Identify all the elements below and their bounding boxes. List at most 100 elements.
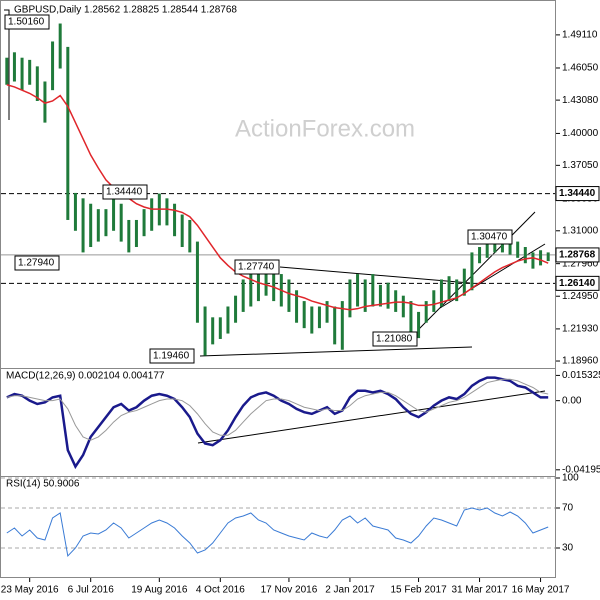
y-tick-label: 70	[562, 503, 574, 514]
price-bar	[58, 23, 62, 69]
arrow	[4, 9, 10, 120]
price-bar	[340, 301, 344, 350]
price-bar	[12, 52, 16, 82]
price-bar	[531, 252, 535, 269]
price-bar	[348, 279, 352, 318]
price-bar	[264, 266, 268, 296]
price-bar	[96, 209, 100, 242]
indicator-line	[6, 376, 549, 470]
price-bar	[310, 306, 314, 334]
level-box	[555, 186, 600, 202]
x-tick-label: 2 Jan 2017	[325, 585, 375, 596]
price-bar	[211, 317, 215, 345]
y-tick-label: 100	[562, 473, 579, 484]
annotation-box	[467, 229, 513, 245]
annotation-box	[234, 259, 280, 275]
price-bar	[35, 66, 39, 101]
y-tick-label: 1.49110	[562, 30, 598, 41]
price-bar	[89, 203, 93, 248]
price-bar	[203, 306, 207, 356]
price-bar	[455, 279, 459, 302]
price-bar	[112, 194, 116, 231]
price-bar	[333, 306, 337, 345]
price-bar	[180, 214, 184, 248]
price-bar	[119, 203, 123, 242]
price-bar	[478, 247, 482, 264]
annotation-box	[149, 348, 195, 364]
price-bar	[432, 290, 436, 312]
indicator-line	[6, 378, 549, 441]
price-bar	[165, 198, 169, 226]
annotation: 1.50160	[8, 17, 45, 28]
price-bar	[127, 219, 131, 253]
annotation-box	[102, 184, 148, 200]
price-bar	[81, 198, 85, 253]
level-label: 1.26140	[559, 278, 596, 289]
price-panel	[0, 0, 556, 369]
annotation-box	[372, 331, 418, 347]
price-bar	[51, 41, 55, 91]
price-bar	[195, 241, 199, 323]
rsi-title: RSI(14) 50.9006	[6, 479, 80, 490]
y-tick-label: 30	[562, 543, 574, 554]
chart-title: GBPUSD,Daily 1.28562 1.28825 1.28544 1.2…	[14, 5, 237, 16]
y-tick-label: 1.40000	[562, 128, 599, 139]
price-bar	[386, 282, 390, 309]
price-bar	[287, 279, 291, 312]
price-bar	[401, 295, 405, 318]
annotation: 1.27740	[238, 262, 275, 273]
level-label: 1.34440	[559, 188, 596, 199]
price-bar	[508, 239, 512, 255]
price-bar	[28, 59, 32, 85]
y-tick-label: 1.18960	[562, 356, 599, 367]
price-bar	[371, 274, 375, 307]
price-bar	[43, 81, 47, 123]
price-bar	[66, 46, 70, 220]
price-bar	[523, 247, 527, 264]
price-bar	[485, 241, 489, 258]
price-bar	[73, 192, 77, 231]
y-tick-label: 1.21930	[562, 324, 599, 335]
price-bar	[218, 317, 222, 339]
x-tick-label: 31 Mar 2017	[451, 585, 508, 596]
price-bar	[424, 301, 428, 323]
price-bar	[302, 301, 306, 329]
price-bar	[417, 311, 421, 339]
price-bar	[256, 268, 260, 302]
y-tick-label: 1.31000	[562, 225, 599, 236]
indicator-line	[6, 507, 549, 558]
price-bar	[234, 295, 238, 323]
price-bar	[500, 241, 504, 253]
moving-average	[6, 84, 549, 311]
annotation-box	[14, 255, 60, 271]
price-bar	[378, 284, 382, 307]
y-tick-label: 0.015325	[562, 370, 600, 381]
y-tick-label: 1.43080	[562, 95, 599, 106]
macd-title: MACD(12,26,9) 0.002104 0.004177	[6, 371, 165, 382]
price-bar	[134, 219, 138, 248]
price-bar	[516, 241, 520, 258]
price-bar	[226, 306, 230, 334]
level-box	[555, 247, 600, 263]
price-bar	[447, 276, 451, 302]
price-bar	[462, 268, 466, 296]
price-bar	[363, 279, 367, 312]
price-bar	[241, 279, 245, 312]
annotation: 1.27940	[18, 258, 55, 269]
y-tick-label: 1.37050	[562, 160, 599, 171]
price-bar	[104, 209, 108, 237]
price-bar	[539, 250, 543, 266]
price-bar	[150, 198, 154, 231]
x-tick-label: 19 Aug 2016	[131, 585, 188, 596]
price-bar	[20, 57, 24, 91]
annotation: 1.30470	[471, 232, 508, 243]
price-bar	[546, 252, 550, 262]
y-tick-label: 1.46050	[562, 63, 599, 74]
price-bar	[173, 203, 177, 237]
price-bar	[394, 290, 398, 312]
price-bar	[142, 209, 146, 237]
y-tick-label: 1.27960	[562, 258, 599, 269]
y-tick-label: 0.00	[562, 395, 582, 406]
trendline	[417, 211, 536, 331]
